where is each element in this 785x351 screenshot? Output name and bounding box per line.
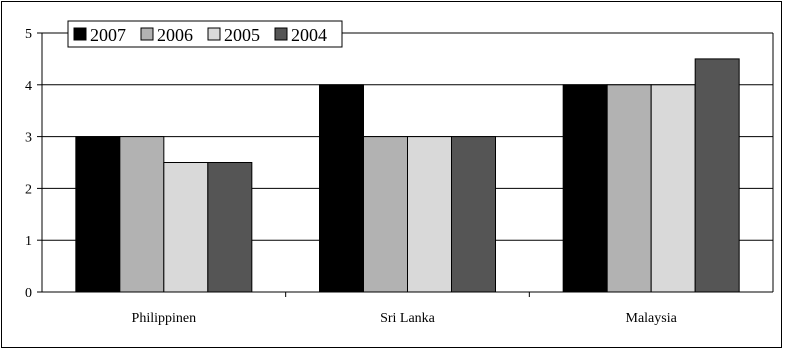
y-tick-label: 3 xyxy=(25,131,32,146)
legend-swatch-2007 xyxy=(73,27,87,41)
bar-2004-philippinen xyxy=(207,162,253,293)
y-tick-label: 2 xyxy=(25,182,32,197)
bar-2004-sri-lanka xyxy=(451,136,496,293)
y-tick-label: 5 xyxy=(25,27,32,42)
bar-2005-philippinen xyxy=(163,162,209,293)
bar-2007-philippinen xyxy=(75,136,121,293)
x-category-label: Philippinen xyxy=(132,311,197,326)
axes xyxy=(37,32,774,297)
legend-box xyxy=(67,20,343,48)
y-tick-label: 1 xyxy=(25,234,32,249)
legend-label-2006: 2006 xyxy=(157,25,193,45)
legend-swatch-2005 xyxy=(207,27,221,41)
y-tick-labels: 0 1 2 3 4 5 xyxy=(25,27,32,301)
x-category-labels: Philippinen Sri Lanka Malaysia xyxy=(132,311,678,326)
legend: 2007 2006 2005 2004 xyxy=(67,20,343,48)
bar-2005-malaysia xyxy=(650,84,696,293)
bar-2005-sri-lanka xyxy=(407,136,452,293)
y-tick-label: 0 xyxy=(25,286,32,301)
bar-2006-sri-lanka xyxy=(363,136,408,293)
legend-label-2005: 2005 xyxy=(224,25,260,45)
bar-2006-philippinen xyxy=(119,136,165,293)
x-category-label: Sri Lanka xyxy=(380,311,436,326)
bars xyxy=(75,58,740,293)
bar-2007-sri-lanka xyxy=(319,84,364,293)
bar-2004-malaysia xyxy=(694,58,740,293)
legend-swatch-2006 xyxy=(140,27,154,41)
y-tick-label: 4 xyxy=(25,79,32,94)
legend-swatch-2004 xyxy=(274,27,288,41)
legend-label-2007: 2007 xyxy=(90,25,126,45)
bar-2007-malaysia xyxy=(562,84,608,293)
legend-label-2004: 2004 xyxy=(291,25,327,45)
bar-2006-malaysia xyxy=(606,84,652,293)
x-category-label: Malaysia xyxy=(626,311,678,326)
